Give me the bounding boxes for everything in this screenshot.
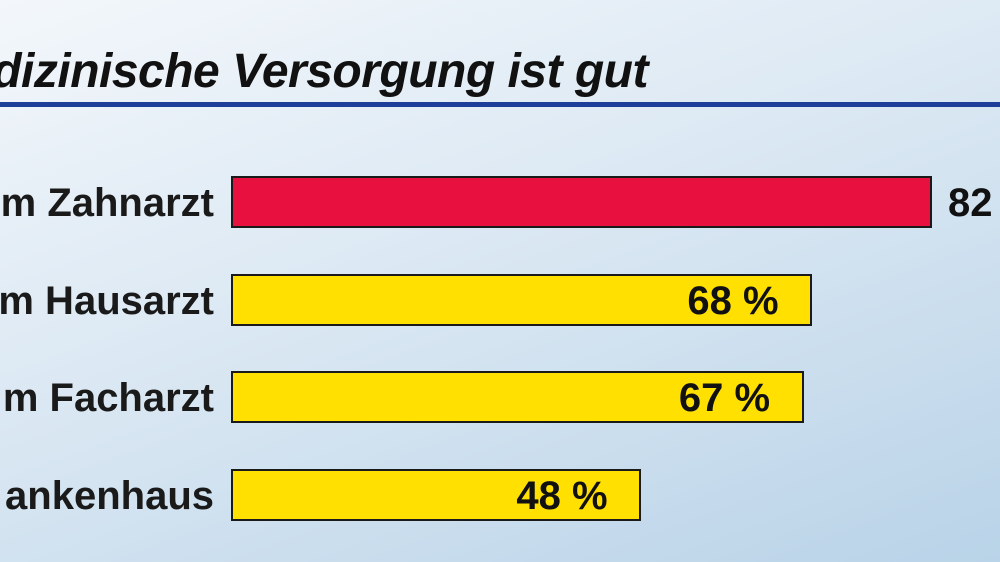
value-label: 48 % (516, 473, 608, 518)
category-label: ankenhaus (5, 473, 214, 518)
category-label: m Facharzt (2, 376, 214, 420)
category-label: m Hausarzt (0, 278, 214, 323)
bar (231, 468, 642, 521)
bar (231, 273, 813, 326)
chart-title: edizinische Versorgung ist gut (0, 45, 648, 98)
bar (231, 176, 933, 228)
value-label: 68 % (687, 278, 779, 323)
value-label: 82 (948, 181, 993, 225)
title-rule (0, 102, 1000, 107)
category-label: m Zahnarzt (0, 181, 214, 225)
value-label: 67 % (678, 376, 771, 420)
bar (231, 371, 804, 423)
